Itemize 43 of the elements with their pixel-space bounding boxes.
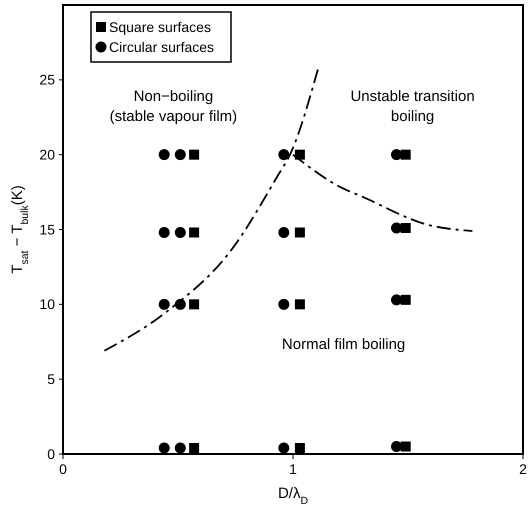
point xyxy=(174,442,186,454)
y-tick-label: 25 xyxy=(39,72,56,88)
point xyxy=(278,149,290,160)
point xyxy=(400,442,411,452)
x-tick-label: 2 xyxy=(519,461,528,477)
point xyxy=(158,149,170,160)
legend-label: Circular surfaces xyxy=(109,38,214,55)
point xyxy=(278,226,290,238)
point xyxy=(189,443,200,454)
y-tick-label: 5 xyxy=(47,371,56,388)
point xyxy=(391,149,402,160)
annotation: Non−boiling (stable vapour film) xyxy=(110,88,238,125)
point xyxy=(391,441,402,452)
point xyxy=(391,294,402,306)
point xyxy=(391,222,402,234)
point xyxy=(189,299,200,310)
point xyxy=(294,150,305,160)
line-series xyxy=(292,154,474,232)
point xyxy=(278,298,290,310)
point xyxy=(158,442,170,454)
point xyxy=(400,150,411,160)
legend-label: Square surfaces xyxy=(109,18,211,35)
point xyxy=(189,150,200,160)
point xyxy=(158,298,170,310)
point xyxy=(294,443,305,454)
y-tick-label: 0 xyxy=(47,446,56,462)
point xyxy=(174,226,186,238)
y-tick-label: 20 xyxy=(39,146,56,163)
point xyxy=(294,299,305,310)
point xyxy=(400,223,411,234)
annotation: Unstable transition boiling xyxy=(350,88,475,125)
point xyxy=(174,149,186,160)
point xyxy=(158,226,170,238)
x-axis-title: D/λ$_{D}$ xyxy=(278,485,308,507)
point xyxy=(278,442,290,454)
x-tick-label: 1 xyxy=(289,461,298,477)
y-tick-label: 15 xyxy=(39,221,56,238)
annotation: Normal film boiling xyxy=(282,336,406,354)
y-tick-label: 10 xyxy=(39,296,56,312)
point xyxy=(189,227,200,238)
x-tick-label: 0 xyxy=(59,461,68,477)
point xyxy=(400,294,411,305)
point xyxy=(294,227,305,238)
